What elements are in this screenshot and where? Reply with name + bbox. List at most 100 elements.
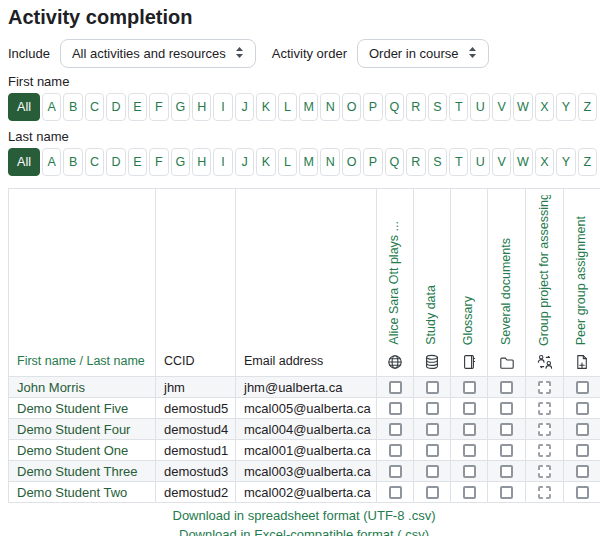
completion-checkbox[interactable] <box>576 465 589 478</box>
initial-all-button[interactable]: All <box>8 148 40 176</box>
completion-checkbox[interactable] <box>426 444 439 457</box>
initial-letter-d[interactable]: D <box>106 148 125 176</box>
completion-checkbox[interactable] <box>389 423 402 436</box>
activity-link[interactable]: Study data <box>425 285 439 345</box>
initial-letter-h[interactable]: H <box>192 93 211 121</box>
completion-checkbox[interactable] <box>500 423 513 436</box>
initial-letter-f[interactable]: F <box>149 93 168 121</box>
initial-letter-g[interactable]: G <box>171 93 190 121</box>
completion-checkbox[interactable] <box>500 465 513 478</box>
initial-letter-o[interactable]: O <box>342 148 361 176</box>
completion-checkbox[interactable] <box>389 402 402 415</box>
initial-letter-m[interactable]: M <box>299 93 318 121</box>
initial-letter-i[interactable]: I <box>213 148 232 176</box>
completion-checkbox[interactable] <box>538 486 551 499</box>
initial-letter-l[interactable]: L <box>278 148 297 176</box>
completion-checkbox[interactable] <box>576 381 589 394</box>
completion-checkbox[interactable] <box>463 402 476 415</box>
student-name-link[interactable]: John Morris <box>17 380 85 395</box>
initial-letter-t[interactable]: T <box>449 93 468 121</box>
completion-checkbox[interactable] <box>576 486 589 499</box>
initial-letter-j[interactable]: J <box>235 148 254 176</box>
initial-letter-p[interactable]: P <box>363 93 382 121</box>
completion-checkbox[interactable] <box>538 381 551 394</box>
completion-checkbox[interactable] <box>463 486 476 499</box>
student-name-link[interactable]: Demo Student One <box>17 443 128 458</box>
initial-letter-z[interactable]: Z <box>578 148 597 176</box>
initial-letter-g[interactable]: G <box>171 148 190 176</box>
initial-letter-a[interactable]: A <box>42 148 61 176</box>
activity-order-select[interactable]: Order in course <box>357 39 489 68</box>
completion-checkbox[interactable] <box>463 381 476 394</box>
initial-letter-b[interactable]: B <box>63 93 82 121</box>
initial-letter-q[interactable]: Q <box>385 148 404 176</box>
initial-all-button[interactable]: All <box>8 93 40 121</box>
initial-letter-h[interactable]: H <box>192 148 211 176</box>
name-column-header[interactable]: First name / Last name <box>9 189 156 377</box>
completion-checkbox[interactable] <box>576 402 589 415</box>
activity-link[interactable]: Group project for assessing... <box>538 195 552 346</box>
initial-letter-b[interactable]: B <box>63 148 82 176</box>
initial-letter-t[interactable]: T <box>449 148 468 176</box>
completion-checkbox[interactable] <box>576 423 589 436</box>
completion-checkbox[interactable] <box>426 381 439 394</box>
initial-letter-i[interactable]: I <box>213 93 232 121</box>
initial-letter-w[interactable]: W <box>513 93 532 121</box>
initial-letter-e[interactable]: E <box>128 93 147 121</box>
completion-checkbox[interactable] <box>426 402 439 415</box>
activity-link[interactable]: Several documents <box>500 238 514 345</box>
initial-letter-k[interactable]: K <box>256 93 275 121</box>
initial-letter-a[interactable]: A <box>42 93 61 121</box>
initial-letter-l[interactable]: L <box>278 93 297 121</box>
initial-letter-p[interactable]: P <box>363 148 382 176</box>
completion-checkbox[interactable] <box>389 381 402 394</box>
completion-checkbox[interactable] <box>426 465 439 478</box>
initial-letter-s[interactable]: S <box>428 93 447 121</box>
completion-checkbox[interactable] <box>500 381 513 394</box>
activity-link[interactable]: Peer group assignment <box>575 216 589 345</box>
initial-letter-z[interactable]: Z <box>578 93 597 121</box>
activity-link[interactable]: Alice Sara Ott plays ... <box>388 221 402 345</box>
completion-checkbox[interactable] <box>426 486 439 499</box>
initial-letter-w[interactable]: W <box>513 148 532 176</box>
initial-letter-x[interactable]: X <box>535 93 554 121</box>
initial-letter-j[interactable]: J <box>235 93 254 121</box>
initial-letter-k[interactable]: K <box>256 148 275 176</box>
download-excel-link[interactable]: Download in Excel-compatible format (.cs… <box>8 525 600 536</box>
initial-letter-f[interactable]: F <box>149 148 168 176</box>
initial-letter-y[interactable]: Y <box>556 93 575 121</box>
student-name-link[interactable]: Demo Student Four <box>17 422 130 437</box>
completion-checkbox[interactable] <box>389 444 402 457</box>
completion-checkbox[interactable] <box>389 486 402 499</box>
initial-letter-r[interactable]: R <box>406 148 425 176</box>
initial-letter-c[interactable]: C <box>85 93 104 121</box>
initial-letter-q[interactable]: Q <box>385 93 404 121</box>
initial-letter-n[interactable]: N <box>320 93 339 121</box>
student-name-link[interactable]: Demo Student Five <box>17 401 128 416</box>
completion-checkbox[interactable] <box>576 444 589 457</box>
initial-letter-c[interactable]: C <box>85 148 104 176</box>
completion-checkbox[interactable] <box>426 423 439 436</box>
initial-letter-u[interactable]: U <box>470 148 489 176</box>
include-select[interactable]: All activities and resources <box>60 39 256 68</box>
initial-letter-e[interactable]: E <box>128 148 147 176</box>
completion-checkbox[interactable] <box>538 444 551 457</box>
completion-checkbox[interactable] <box>538 402 551 415</box>
initial-letter-y[interactable]: Y <box>556 148 575 176</box>
activity-link[interactable]: Glossary <box>462 296 476 345</box>
initial-letter-m[interactable]: M <box>299 148 318 176</box>
initial-letter-s[interactable]: S <box>428 148 447 176</box>
initial-letter-o[interactable]: O <box>342 93 361 121</box>
completion-checkbox[interactable] <box>389 465 402 478</box>
student-name-link[interactable]: Demo Student Three <box>17 464 137 479</box>
initial-letter-u[interactable]: U <box>470 93 489 121</box>
completion-checkbox[interactable] <box>500 402 513 415</box>
student-name-link[interactable]: Demo Student Two <box>17 485 127 500</box>
initial-letter-x[interactable]: X <box>535 148 554 176</box>
completion-checkbox[interactable] <box>463 444 476 457</box>
initial-letter-r[interactable]: R <box>406 93 425 121</box>
completion-checkbox[interactable] <box>463 465 476 478</box>
completion-checkbox[interactable] <box>538 423 551 436</box>
initial-letter-v[interactable]: V <box>492 148 511 176</box>
completion-checkbox[interactable] <box>463 423 476 436</box>
